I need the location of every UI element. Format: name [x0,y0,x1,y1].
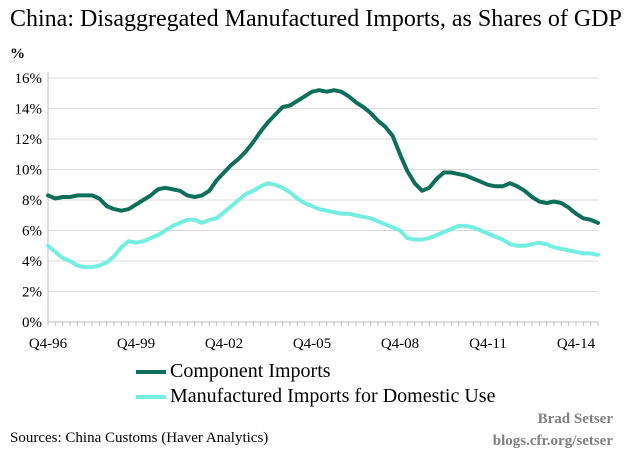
legend-label: Component Imports [170,360,331,382]
x-tick-label: Q4-99 [117,336,155,352]
series-line-0 [46,88,600,225]
x-tick-label: Q4-08 [381,336,419,352]
y-tick-label: 16% [15,71,43,87]
y-tick-label: 12% [15,132,43,148]
y-tick-label: 0% [22,315,42,331]
y-tick-label: 8% [22,193,42,209]
series-lines [46,88,600,270]
legend-label: Manufactured Imports for Domestic Use [170,385,496,407]
axes [47,72,599,326]
legend-swatch [136,394,166,399]
legend-swatch [136,369,166,374]
legend-item-component-imports: Component Imports [136,360,331,383]
tick-labels: 0% 2% 4% 6% 8% 10% 12% 14% 16%% Q4-96 Q4-99 Q4-02 Q4… [10,46,596,352]
author-site: blogs.cfr.org/setser [492,433,613,449]
y-tick-label: 14% [15,102,43,118]
y-axis-unit-label: % [10,46,25,62]
x-tick-label: Q4-05 [293,336,331,352]
x-tick-label: Q4-02 [205,336,243,352]
x-tick-label: Q4-11 [469,336,507,352]
source-note: Sources: China Customs (Haver Analytics) [10,430,269,446]
series-line-1 [46,181,600,270]
x-tick-label: Q4-14 [557,336,596,352]
y-tick-label: 2% [22,285,42,301]
author-credit: Brad Setser blogs.cfr.org/setser [493,408,613,452]
x-tick-label: Q4-96 [29,336,68,352]
y-tick-label: 10% [15,163,43,179]
y-tick-label: 4% [22,254,42,270]
author-name: Brad Setser [537,411,613,427]
y-tick-label: 6% [22,224,42,240]
chart-title: China: Disaggregated Manufactured Import… [10,6,622,32]
legend-item-domestic-use-imports: Manufactured Imports for Domestic Use [136,385,495,408]
